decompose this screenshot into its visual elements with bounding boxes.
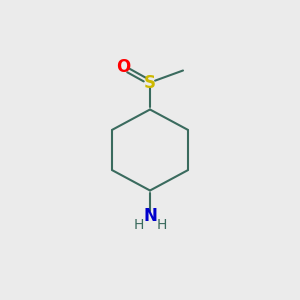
Text: S: S xyxy=(144,74,156,92)
Text: H: H xyxy=(156,218,167,232)
Text: N: N xyxy=(143,207,157,225)
Text: O: O xyxy=(116,58,130,76)
Text: H: H xyxy=(134,218,144,232)
